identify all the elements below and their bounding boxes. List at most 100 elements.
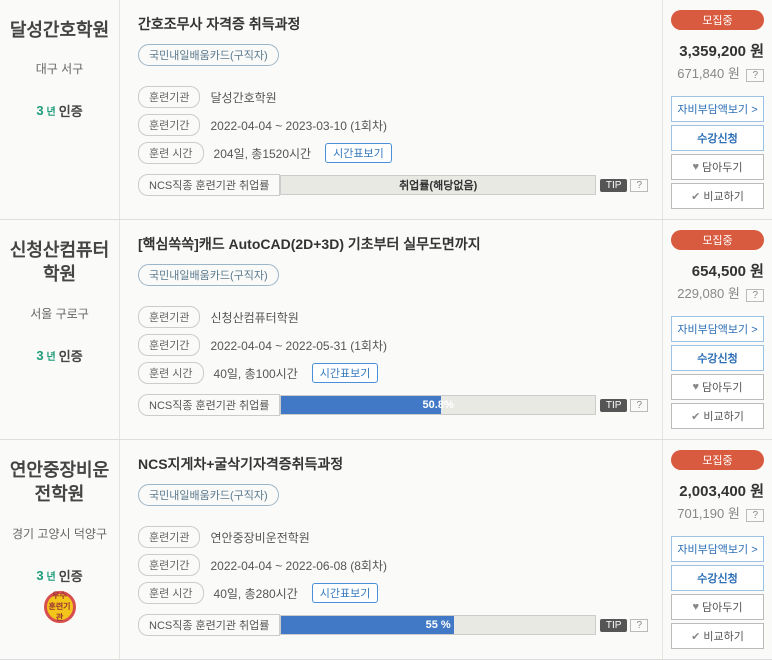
cert-text: 인증 — [59, 101, 83, 120]
heart-icon: ♥ — [692, 381, 699, 393]
price-main: 3,359,200 원 — [671, 40, 764, 61]
price-main: 654,500 원 — [671, 260, 764, 281]
cert-badge: 3년 인증 — [36, 346, 82, 365]
help-icon[interactable]: ? — [630, 179, 648, 192]
card-mid: 간호조무사 자격증 취득과정 국민내일배움카드(구직자) 훈련기관 달성간호학원… — [120, 0, 662, 219]
val-inst: 신청산컴퓨터학원 — [210, 309, 298, 326]
cert-three: 3 — [36, 568, 43, 583]
label-time: 훈련 시간 — [138, 142, 204, 164]
label-ncs: NCS직종 훈련기관 취업률 — [138, 614, 280, 636]
card-right: 모집중 2,003,400 원 701,190 원 ? 자비부담액보기 > 수강… — [662, 440, 772, 659]
course-tag: 국민내일배움카드(구직자) — [138, 264, 279, 286]
tip-badge[interactable]: TIP — [600, 619, 628, 632]
timetable-button[interactable]: 시간표보기 — [312, 363, 379, 383]
cert-text: 인증 — [59, 566, 83, 585]
school-name: 연안중장비운전학원 — [8, 458, 111, 507]
cert-text: 인증 — [59, 346, 83, 365]
cost-detail-button[interactable]: 자비부담액보기 > — [671, 536, 764, 562]
help-icon[interactable]: ? — [746, 289, 764, 302]
apply-button[interactable]: 수강신청 — [671, 125, 764, 151]
label-time: 훈련 시간 — [138, 582, 204, 604]
save-button[interactable]: ♥담아두기 — [671, 154, 764, 180]
label-inst: 훈련기관 — [138, 86, 200, 108]
val-period: 2022-04-04 ~ 2022-06-08 (8회차) — [210, 557, 387, 574]
label-period: 훈련기간 — [138, 114, 200, 136]
check-icon: ✔ — [691, 410, 700, 423]
check-icon: ✔ — [691, 190, 700, 203]
card-right: 모집중 3,359,200 원 671,840 원 ? 자비부담액보기 > 수강… — [662, 0, 772, 219]
course-title[interactable]: 간호조무사 자격증 취득과정 — [138, 14, 648, 34]
cert-year: 년 — [47, 103, 56, 118]
help-icon[interactable]: ? — [746, 69, 764, 82]
val-inst: 연안중장비운전학원 — [210, 529, 309, 546]
school-region: 경기 고양시 덕양구 — [12, 525, 107, 542]
val-period: 2022-04-04 ~ 2023-03-10 (1회차) — [210, 117, 387, 134]
label-inst: 훈련기관 — [138, 306, 200, 328]
school-region: 서울 구로구 — [30, 305, 89, 322]
tip-badge[interactable]: TIP — [600, 179, 628, 192]
cert-year: 년 — [47, 568, 56, 583]
tip-badge[interactable]: TIP — [600, 399, 628, 412]
compare-button[interactable]: ✔비교하기 — [671, 403, 764, 429]
compare-button[interactable]: ✔비교하기 — [671, 623, 764, 649]
card-left: 신청산컴퓨터학원 서울 구로구 3년 인증 — [0, 220, 120, 439]
price-main: 2,003,400 원 — [671, 480, 764, 501]
cert-year: 년 — [47, 348, 56, 363]
ncs-bar: 50.8% — [280, 395, 595, 415]
school-name: 신청산컴퓨터학원 — [8, 238, 111, 287]
price-sub: 671,840 원 ? — [671, 63, 764, 82]
label-period: 훈련기간 — [138, 334, 200, 356]
label-period: 훈련기간 — [138, 554, 200, 576]
apply-button[interactable]: 수강신청 — [671, 345, 764, 371]
course-card: 달성간호학원 대구 서구 3년 인증 간호조무사 자격증 취득과정 국민내일배움… — [0, 0, 772, 220]
apply-button[interactable]: 수강신청 — [671, 565, 764, 591]
status-badge: 모집중 — [671, 450, 764, 470]
val-inst: 달성간호학원 — [210, 89, 276, 106]
check-icon: ✔ — [691, 630, 700, 643]
card-left: 달성간호학원 대구 서구 3년 인증 — [0, 0, 120, 219]
label-time: 훈련 시간 — [138, 362, 204, 384]
course-title[interactable]: [핵심쏙쏙]캐드 AutoCAD(2D+3D) 기초부터 실무도면까지 — [138, 234, 648, 254]
card-right: 모집중 654,500 원 229,080 원 ? 자비부담액보기 > 수강신청… — [662, 220, 772, 439]
course-tag: 국민내일배움카드(구직자) — [138, 484, 279, 506]
label-ncs: NCS직종 훈련기관 취업률 — [138, 174, 280, 196]
help-icon[interactable]: ? — [746, 509, 764, 522]
save-button[interactable]: ♥담아두기 — [671, 374, 764, 400]
status-badge: 모집중 — [671, 10, 764, 30]
heart-icon: ♥ — [692, 161, 699, 173]
course-tag: 국민내일배움카드(구직자) — [138, 44, 279, 66]
ncs-bar-text: 50.8% — [281, 396, 594, 414]
val-time: 40일, 총100시간 — [214, 365, 298, 382]
val-time: 204일, 총1520시간 — [214, 145, 312, 162]
val-period: 2022-04-04 ~ 2022-05-31 (1회차) — [210, 337, 387, 354]
status-badge: 모집중 — [671, 230, 764, 250]
cert-badge: 3년 인증 — [36, 101, 82, 120]
help-icon[interactable]: ? — [630, 399, 648, 412]
ncs-bar: 55 % — [280, 615, 595, 635]
course-title[interactable]: NCS지게차+굴삭기자격증취득과정 — [138, 454, 648, 474]
cost-detail-button[interactable]: 자비부담액보기 > — [671, 96, 764, 122]
ncs-bar-text: 취업률(해당없음) — [281, 176, 594, 194]
cert-badge: 3년 인증 — [36, 566, 82, 585]
cost-detail-button[interactable]: 자비부담액보기 > — [671, 316, 764, 342]
cert-three: 3 — [36, 103, 43, 118]
label-ncs: NCS직종 훈련기관 취업률 — [138, 394, 280, 416]
cert-three: 3 — [36, 348, 43, 363]
card-mid: [핵심쏙쏙]캐드 AutoCAD(2D+3D) 기초부터 실무도면까지 국민내일… — [120, 220, 662, 439]
val-time: 40일, 총280시간 — [214, 585, 298, 602]
medal-icon: 우수훈련기관 — [44, 591, 76, 623]
help-icon[interactable]: ? — [630, 619, 648, 632]
card-left: 연안중장비운전학원 경기 고양시 덕양구 3년 인증 우수훈련기관 — [0, 440, 120, 659]
timetable-button[interactable]: 시간표보기 — [312, 583, 379, 603]
save-button[interactable]: ♥담아두기 — [671, 594, 764, 620]
price-sub: 229,080 원 ? — [671, 283, 764, 302]
label-inst: 훈련기관 — [138, 526, 200, 548]
heart-icon: ♥ — [692, 601, 699, 613]
ncs-bar: 취업률(해당없음) — [280, 175, 595, 195]
school-name: 달성간호학원 — [10, 18, 109, 42]
card-mid: NCS지게차+굴삭기자격증취득과정 국민내일배움카드(구직자) 훈련기관 연안중… — [120, 440, 662, 659]
timetable-button[interactable]: 시간표보기 — [325, 143, 392, 163]
compare-button[interactable]: ✔비교하기 — [671, 183, 764, 209]
price-sub: 701,190 원 ? — [671, 503, 764, 522]
school-region: 대구 서구 — [36, 60, 84, 77]
